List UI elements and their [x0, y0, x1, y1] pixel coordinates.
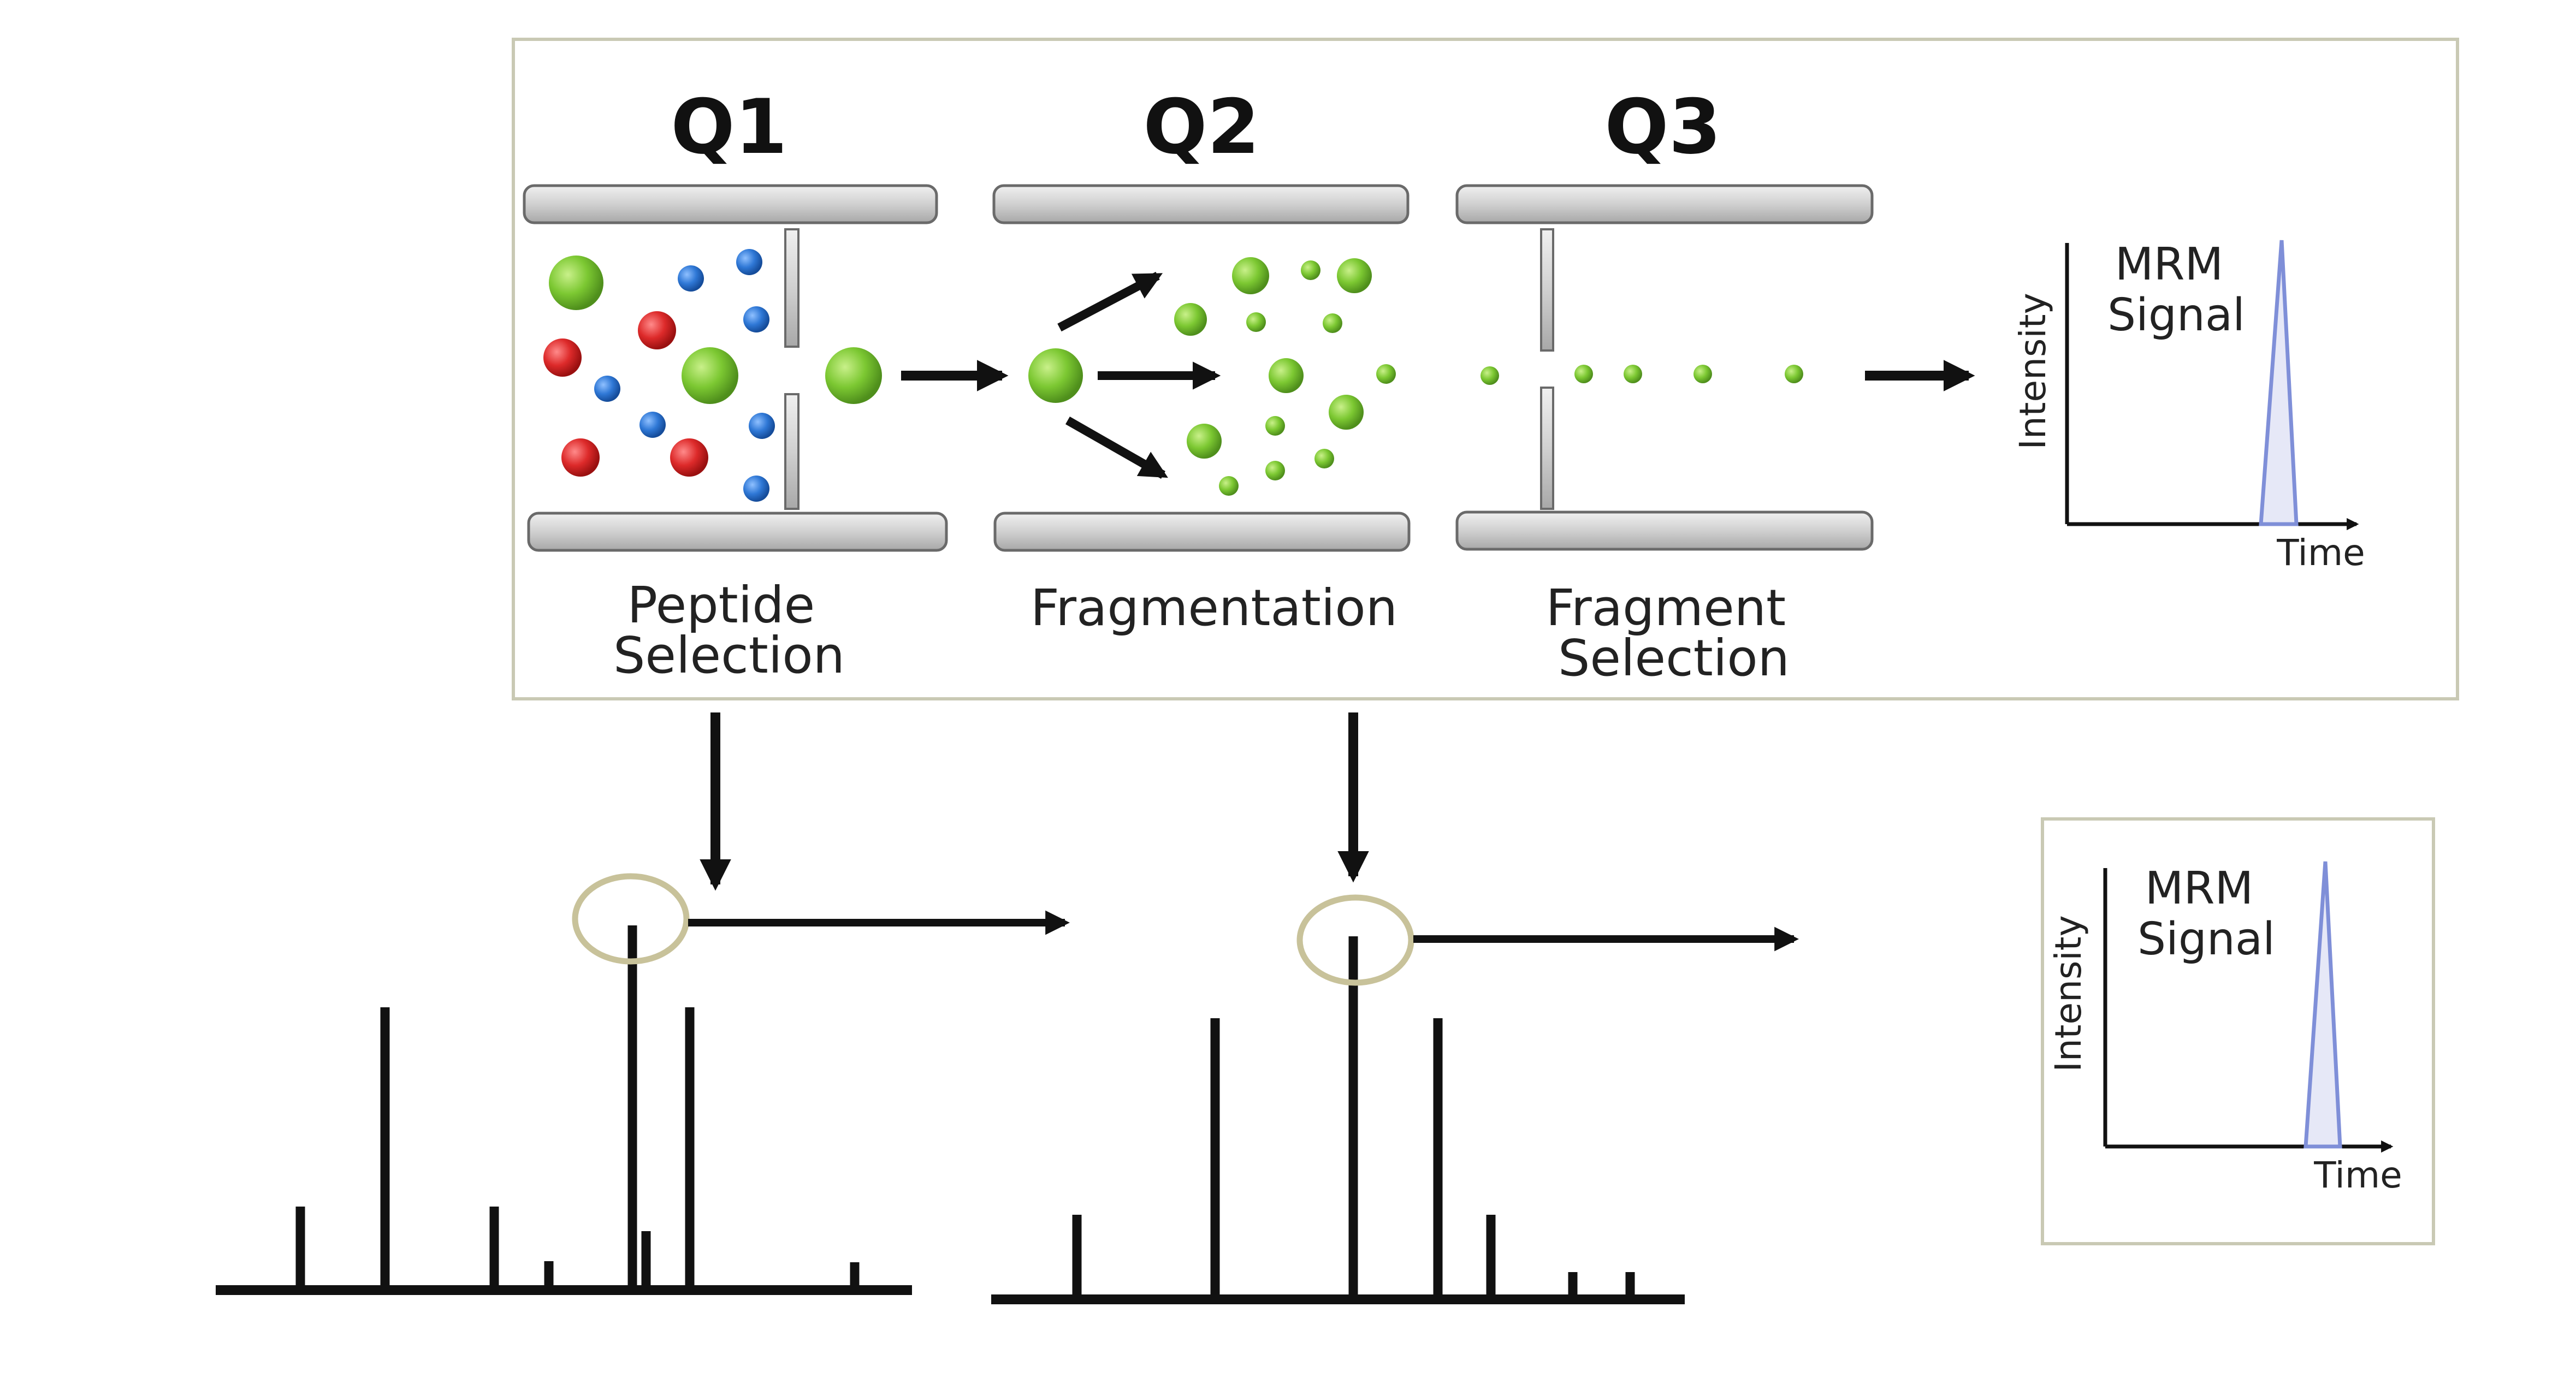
fragment-spectrum [991, 894, 1799, 1304]
mrm-x-label-bottom: Time [2313, 1154, 2402, 1196]
mrm-peak-bottom [2303, 861, 2342, 1149]
mrm-y-label-bottom: Intensity [2047, 915, 2089, 1072]
precursor-spectrum [216, 873, 1070, 1295]
mrm-signal-plot-bottom: MRM Signal Intensity Time [2047, 861, 2402, 1196]
selected-peptide [825, 347, 882, 404]
mrm-peak-top [2259, 240, 2299, 526]
q1-ion-mixture [543, 249, 882, 502]
q2-title: Q2 [1143, 83, 1259, 171]
mrm-x-label-top: Time [2276, 532, 2365, 574]
q1-title: Q1 [671, 83, 787, 171]
q3-caption: Fragment Selection [1546, 579, 1802, 687]
fragment-highlight-circle [1296, 894, 1414, 986]
mrm-label-bottom: MRM Signal [2137, 863, 2275, 965]
q3-plates [1455, 184, 1874, 551]
q1-plates [523, 184, 948, 552]
mrm-signal-plot-top: MRM Signal Intensity Time [2012, 239, 2365, 574]
q2-fragmentation [1028, 257, 1396, 496]
mrm-y-label-top: Intensity [2012, 293, 2054, 449]
q3-fragment-beam [1481, 365, 1803, 385]
q2-caption: Fragmentation [1031, 579, 1397, 637]
q2-plates [992, 184, 1411, 552]
mrm-signal-frame-bottom [2041, 817, 2435, 1245]
mrm-label-top: MRM Signal [2107, 239, 2245, 341]
precursor-highlight-circle [572, 873, 690, 965]
q1-caption: Peptide Selection [613, 576, 845, 685]
q3-title: Q3 [1604, 83, 1721, 171]
